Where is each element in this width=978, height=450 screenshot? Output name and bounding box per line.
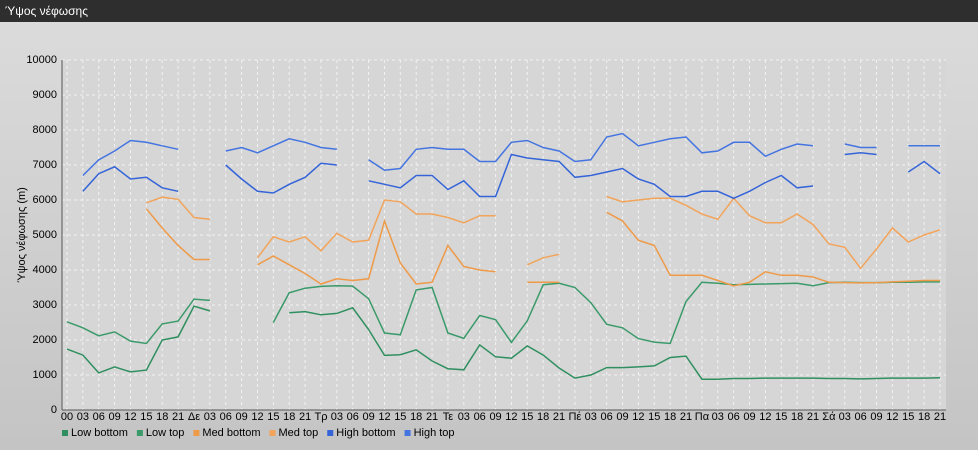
series-line <box>66 305 941 380</box>
y-tick-label: 4000 <box>33 264 57 276</box>
x-tick-label: Πέ <box>568 411 581 423</box>
x-tick-label: 21 <box>172 411 184 423</box>
x-tick-label: 09 <box>743 411 755 423</box>
x-tick-label: 21 <box>426 411 438 423</box>
x-tick-label: 09 <box>235 411 247 423</box>
y-tick-label: 5000 <box>33 229 57 241</box>
x-tick-label: 03 <box>458 411 470 423</box>
x-tick-label: 09 <box>108 411 120 423</box>
x-tick-label: 09 <box>489 411 501 423</box>
x-tick-label: 03 <box>204 411 216 423</box>
window-title: Ύψος νέφωσης <box>5 4 88 18</box>
x-tick-label: 12 <box>632 411 644 423</box>
y-axis-label: Ύψος νέφωσης (m) <box>16 187 28 283</box>
x-tick-label: Πα <box>695 411 710 423</box>
y-tick-label: 2000 <box>33 334 57 346</box>
x-tick-label: 06 <box>601 411 613 423</box>
x-tick-label: 06 <box>855 411 867 423</box>
x-tick-label: 09 <box>870 411 882 423</box>
legend-swatch <box>193 430 200 436</box>
x-tick-label: 12 <box>505 411 517 423</box>
x-tick-label: 03 <box>585 411 597 423</box>
legend-swatch <box>269 430 276 436</box>
x-tick-label: 12 <box>251 411 263 423</box>
legend-swatch <box>62 430 68 436</box>
legend-label: Low top <box>146 427 185 439</box>
x-tick-label: 18 <box>537 411 549 423</box>
x-tick-label: 00 <box>61 411 73 423</box>
x-tick-label: 06 <box>474 411 486 423</box>
x-tick-label: 15 <box>902 411 914 423</box>
y-tick-label: 6000 <box>33 194 57 206</box>
x-tick-label: 03 <box>839 411 851 423</box>
x-tick-label: 21 <box>807 411 819 423</box>
x-tick-label: 09 <box>616 411 628 423</box>
x-tick-label: 06 <box>220 411 232 423</box>
x-tick-label: 18 <box>410 411 422 423</box>
x-tick-label: 12 <box>886 411 898 423</box>
x-tick-label: 18 <box>156 411 168 423</box>
x-tick-label: 21 <box>680 411 692 423</box>
x-tick-label: 15 <box>775 411 787 423</box>
plot-area <box>62 60 946 410</box>
series-line <box>82 132 940 177</box>
legend-label: Low bottom <box>71 427 128 439</box>
y-tick-label: 1000 <box>33 369 57 381</box>
x-tick-label: 12 <box>378 411 390 423</box>
series-line <box>146 195 941 270</box>
x-tick-label: 21 <box>553 411 565 423</box>
x-tick-label: 03 <box>712 411 724 423</box>
y-tick-label: 0 <box>51 404 57 416</box>
y-tick-label: 10000 <box>26 54 57 66</box>
x-tick-label: 18 <box>918 411 930 423</box>
x-tick-label: Τρ <box>314 411 327 423</box>
x-tick-label: 06 <box>728 411 740 423</box>
x-tick-label: 18 <box>791 411 803 423</box>
x-tick-label: 06 <box>93 411 105 423</box>
x-tick-label: 06 <box>347 411 359 423</box>
y-tick-label: 7000 <box>33 159 57 171</box>
x-tick-label: 03 <box>331 411 343 423</box>
x-tick-label: 15 <box>140 411 152 423</box>
y-tick-label: 3000 <box>33 299 57 311</box>
x-tick-label: 21 <box>299 411 311 423</box>
x-tick-label: Σά <box>822 411 836 423</box>
legend-swatch <box>404 430 411 436</box>
x-tick-label: 15 <box>521 411 533 423</box>
legend-label: Med bottom <box>202 427 260 439</box>
legend-swatch <box>327 430 334 436</box>
x-tick-label: Δε <box>188 411 200 423</box>
x-tick-label: 09 <box>362 411 374 423</box>
series-line <box>145 208 940 287</box>
x-tick-label: 03 <box>77 411 89 423</box>
x-tick-label: 18 <box>664 411 676 423</box>
x-tick-label: 12 <box>759 411 771 423</box>
legend-label: Med top <box>279 427 319 439</box>
y-tick-label: 9000 <box>33 89 57 101</box>
x-tick-label: 21 <box>934 411 946 423</box>
x-tick-label: Τε <box>443 411 454 423</box>
legend-swatch <box>136 430 143 436</box>
x-tick-label: 12 <box>124 411 136 423</box>
x-tick-label: 18 <box>283 411 295 423</box>
x-tick-label: 15 <box>648 411 660 423</box>
series-line <box>82 152 941 200</box>
legend-label: High top <box>414 427 455 439</box>
x-tick-label: 15 <box>267 411 279 423</box>
legend-label: High bottom <box>336 427 395 439</box>
x-tick-label: 15 <box>394 411 406 423</box>
title-bar <box>0 0 978 22</box>
y-tick-label: 8000 <box>33 124 57 136</box>
